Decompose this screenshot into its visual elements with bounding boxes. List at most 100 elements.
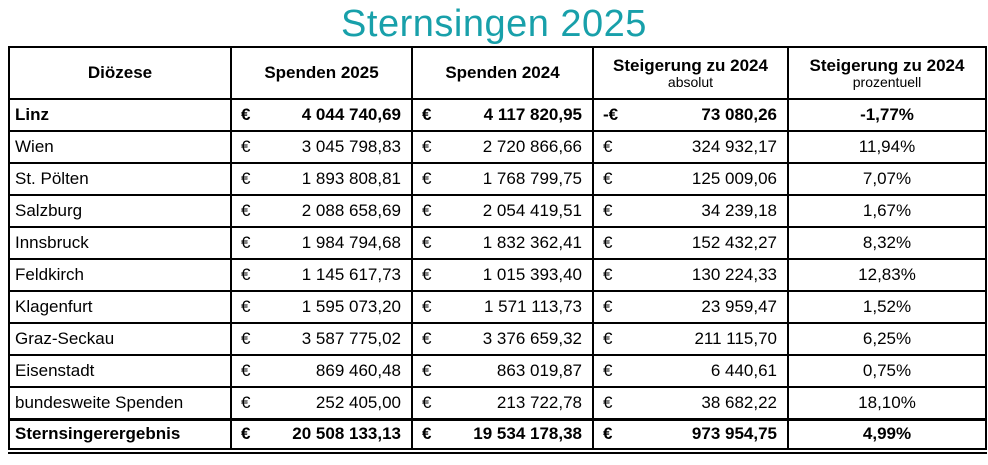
diocese-cell: Feldkirch — [8, 258, 232, 292]
steigerung-absolut-wrap: € 973 954,75 — [603, 424, 777, 444]
steigerung-absolut-cell: € 38 682,22 — [592, 386, 789, 420]
steigerung-absolut-wrap: € 125 009,06 — [603, 169, 777, 189]
table-row: Innsbruck € 1 984 794,68 € 1 832 362,41 … — [8, 226, 987, 260]
spenden-2024-wrap: € 2 054 419,51 — [422, 201, 582, 221]
euro-symbol: € — [241, 265, 251, 284]
spenden-2024-wrap: € 1 832 362,41 — [422, 233, 582, 253]
spenden-2024-value: 4 117 820,95 — [483, 105, 582, 124]
spenden-2024-wrap: € 3 376 659,32 — [422, 329, 582, 349]
header-spenden-2024: Spenden 2024 — [411, 46, 594, 100]
euro-symbol: € — [241, 201, 251, 220]
spenden-2025-cell: € 3 045 798,83 — [230, 130, 413, 164]
diocese-cell: Innsbruck — [8, 226, 232, 260]
header-steigerung-prozentuell-label: Steigerung zu 2024 — [809, 56, 965, 75]
spenden-2025-wrap: € 1 145 617,73 — [241, 265, 401, 285]
spenden-2025-value: 4 044 740,69 — [301, 105, 401, 124]
spenden-2025-wrap: € 1 984 794,68 — [241, 233, 401, 253]
steigerung-absolut-value: 23 959,47 — [701, 297, 777, 316]
spenden-2024-wrap: € 19 534 178,38 — [422, 424, 582, 444]
table-row: Eisenstadt € 869 460,48 € 863 019,87 € 6… — [8, 354, 987, 388]
spenden-2025-cell: € 869 460,48 — [230, 354, 413, 388]
header-diocese: Diözese — [8, 46, 232, 100]
steigerung-absolut-cell: € 23 959,47 — [592, 290, 789, 324]
spenden-2024-cell: € 863 019,87 — [411, 354, 594, 388]
spenden-2024-value: 1 832 362,41 — [482, 233, 582, 252]
steigerung-absolut-wrap: € 130 224,33 — [603, 265, 777, 285]
euro-symbol: € — [603, 233, 613, 252]
header-spenden-2025: Spenden 2025 — [230, 46, 413, 100]
diocese-cell: St. Pölten — [8, 162, 232, 196]
steigerung-absolut-cell: € 34 239,18 — [592, 194, 789, 228]
spenden-2024-wrap: € 213 722,78 — [422, 393, 582, 413]
steigerung-prozentuell-cell: -1,77% — [787, 98, 987, 132]
table-row: Klagenfurt € 1 595 073,20 € 1 571 113,73… — [8, 290, 987, 324]
spenden-2024-cell: € 213 722,78 — [411, 386, 594, 420]
page-title: Sternsingen 2025 — [341, 3, 647, 45]
steigerung-absolut-value: 125 009,06 — [691, 169, 777, 188]
diocese-cell: Sternsingerergebnis — [8, 417, 232, 454]
spenden-2024-value: 1 015 393,40 — [482, 265, 582, 284]
steigerung-absolut-cell: € 130 224,33 — [592, 258, 789, 292]
table-body: Linz € 4 044 740,69 € 4 117 820,95 -€ 73… — [8, 98, 987, 454]
euro-symbol: € — [422, 169, 432, 188]
spenden-2024-wrap: € 1 571 113,73 — [422, 297, 582, 317]
diocese-cell: bundesweite Spenden — [8, 386, 232, 420]
steigerung-absolut-cell: € 152 432,27 — [592, 226, 789, 260]
steigerung-absolut-wrap: € 34 239,18 — [603, 201, 777, 221]
euro-symbol: € — [603, 137, 613, 156]
euro-symbol: € — [603, 361, 613, 380]
steigerung-absolut-value: 6 440,61 — [710, 361, 777, 380]
spenden-2025-wrap: € 3 045 798,83 — [241, 137, 401, 157]
table-row: Feldkirch € 1 145 617,73 € 1 015 393,40 … — [8, 258, 987, 292]
steigerung-absolut-cell: € 324 932,17 — [592, 130, 789, 164]
header-spenden-2024-label: Spenden 2024 — [445, 63, 560, 82]
euro-symbol: € — [422, 392, 432, 412]
spenden-2024-cell: € 1 571 113,73 — [411, 290, 594, 324]
spenden-2025-cell: € 1 595 073,20 — [230, 290, 413, 324]
euro-symbol: € — [422, 105, 432, 124]
spenden-2025-cell: € 252 405,00 — [230, 386, 413, 420]
spenden-2024-value: 1 768 799,75 — [482, 169, 582, 188]
steigerung-absolut-value: 73 080,26 — [701, 105, 777, 124]
euro-symbol: € — [603, 297, 613, 316]
header-row: Diözese Spenden 2025 Spenden 2024 Steige… — [8, 46, 987, 100]
euro-symbol: € — [241, 424, 251, 444]
spenden-2024-value: 3 376 659,32 — [482, 329, 582, 348]
spenden-2024-cell: € 1 832 362,41 — [411, 226, 594, 260]
steigerung-absolut-cell: -€ 73 080,26 — [592, 98, 789, 132]
steigerung-prozentuell-cell: 11,94% — [787, 130, 987, 164]
spenden-2024-value: 19 534 178,38 — [473, 424, 582, 444]
euro-symbol: € — [603, 329, 613, 348]
steigerung-absolut-wrap: € 6 440,61 — [603, 361, 777, 381]
spenden-2025-cell: € 1 893 808,81 — [230, 162, 413, 196]
euro-symbol: € — [603, 265, 613, 284]
spenden-2025-value: 1 595 073,20 — [301, 297, 401, 316]
diocese-cell: Eisenstadt — [8, 354, 232, 388]
steigerung-absolut-cell: € 211 115,70 — [592, 322, 789, 356]
diocese-cell: Klagenfurt — [8, 290, 232, 324]
euro-symbol: € — [241, 233, 251, 252]
steigerung-absolut-wrap: € 211 115,70 — [603, 329, 777, 349]
spenden-2025-wrap: € 1 595 073,20 — [241, 297, 401, 317]
spenden-2024-wrap: € 2 720 866,66 — [422, 137, 582, 157]
spenden-2024-wrap: € 1 768 799,75 — [422, 169, 582, 189]
spenden-2024-wrap: € 863 019,87 — [422, 361, 582, 381]
diocese-cell: Wien — [8, 130, 232, 164]
steigerung-prozentuell-cell: 6,25% — [787, 322, 987, 356]
spenden-2025-value: 1 984 794,68 — [301, 233, 401, 252]
steigerung-absolut-wrap: € 23 959,47 — [603, 297, 777, 317]
steigerung-absolut-value: 324 932,17 — [691, 137, 777, 156]
spenden-2024-cell: € 19 534 178,38 — [411, 417, 594, 454]
steigerung-prozentuell-cell: 8,32% — [787, 226, 987, 260]
table-row: Linz € 4 044 740,69 € 4 117 820,95 -€ 73… — [8, 98, 987, 132]
table-row: Graz-Seckau € 3 587 775,02 € 3 376 659,3… — [8, 322, 987, 356]
euro-symbol: € — [603, 392, 613, 412]
euro-symbol: € — [422, 297, 432, 316]
header-spenden-2025-label: Spenden 2025 — [264, 63, 379, 82]
table-row: Salzburg € 2 088 658,69 € 2 054 419,51 €… — [8, 194, 987, 228]
spenden-2025-value: 252 405,00 — [315, 392, 401, 412]
header-steigerung-prozentuell: Steigerung zu 2024 prozentuell — [787, 46, 987, 100]
euro-symbol: € — [603, 424, 613, 444]
steigerung-prozentuell-cell: 7,07% — [787, 162, 987, 196]
steigerung-absolut-wrap: € 324 932,17 — [603, 137, 777, 157]
